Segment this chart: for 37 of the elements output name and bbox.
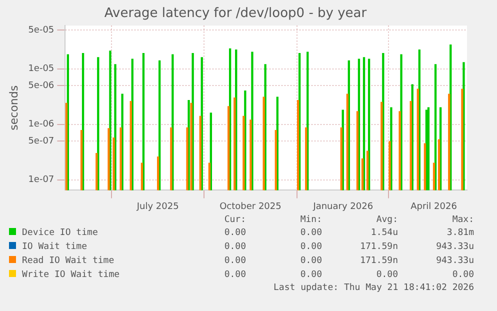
text: 0.00 [299,269,322,282]
x-tick-label: January 2026 [312,202,374,212]
legend-label: IO Wait time [22,242,88,252]
text: 0.00 [299,241,322,254]
text: 171.59n [359,255,398,268]
text: 0.00 [223,241,246,254]
y-tick-label: 5e-06 [28,80,54,91]
text: Min: [299,214,322,226]
y-tick-label: 1e-06 [28,120,54,130]
y-tick-label: 1e-07 [28,175,54,186]
text: 0.00 [375,269,398,282]
text: 3.81m [446,227,474,240]
text: 943.33u [435,241,474,254]
text: Cur: [223,214,246,226]
text: 0.00 [223,269,246,282]
text: 0.00 [299,255,322,268]
legend-label: Device IO time [22,228,98,238]
x-tick-label: April 2026 [410,202,458,212]
text: Last update: Thu May 21 18:41:02 2026 [272,282,474,294]
y-tick-label: 5e-07 [28,136,54,146]
text: 0.00 [451,269,474,282]
text: Avg: [375,214,398,226]
y-tick-label: 1e-05 [28,64,54,74]
chart-title: Average latency for /dev/loop0 - by year [104,6,368,22]
legend-label: Write IO Wait time [22,270,120,280]
text: 0.00 [223,227,246,240]
y-axis-title: seconds [7,85,20,130]
text: 0.00 [223,255,246,268]
text: 171.59n [359,241,398,254]
legend-label: Read IO Wait time [22,256,114,266]
text: 943.33u [435,255,474,268]
y-tick-label: 5e-05 [28,25,54,36]
text: 0.00 [299,227,322,240]
x-tick-label: October 2025 [220,202,282,212]
text: Max: [451,214,474,226]
text: 1.54u [370,227,398,240]
x-tick-label: July 2025 [136,202,179,212]
